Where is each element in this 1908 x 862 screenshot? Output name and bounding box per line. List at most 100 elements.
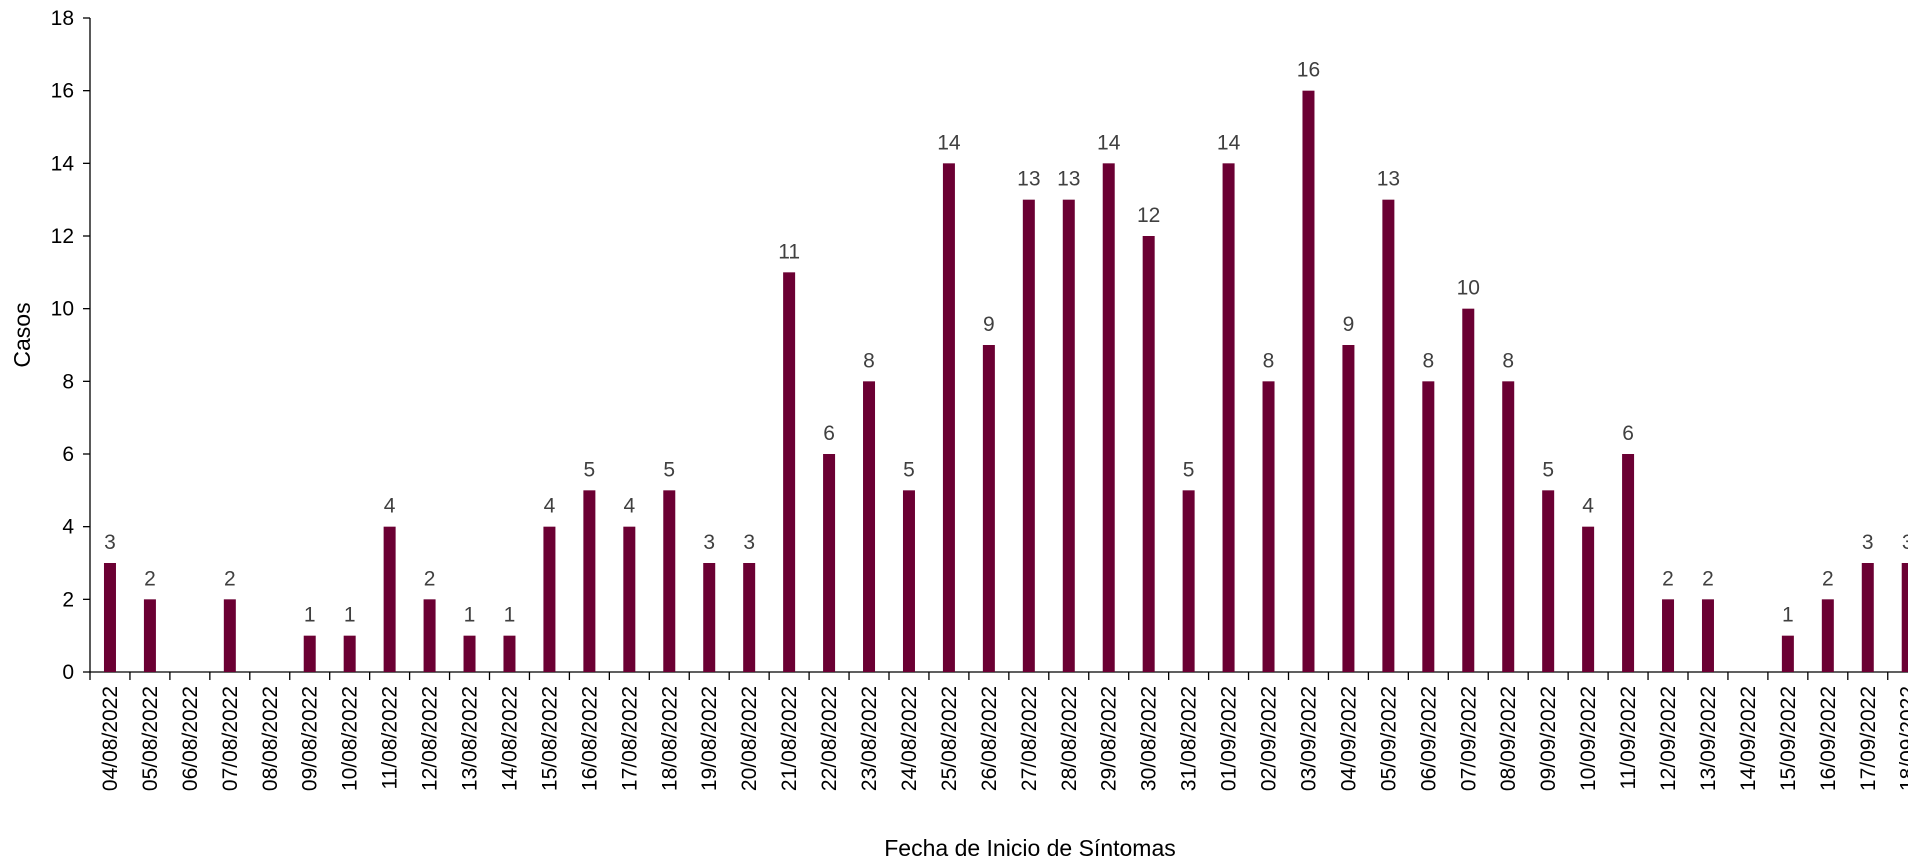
y-tick-label: 14 — [51, 152, 75, 175]
bar-value-label: 14 — [1217, 131, 1241, 154]
bar-value-label: 5 — [903, 458, 915, 481]
x-tick-label: 23/08/2022 — [858, 686, 881, 791]
bar — [1022, 199, 1035, 672]
bar-value-label: 6 — [1622, 422, 1634, 445]
bar-value-label: 1 — [504, 604, 516, 627]
x-tick-label: 04/08/2022 — [99, 686, 122, 791]
bar-value-label: 16 — [1297, 59, 1320, 82]
x-tick-label: 09/08/2022 — [299, 686, 322, 791]
x-tick-label: 06/09/2022 — [1417, 686, 1440, 791]
bar-value-label: 8 — [1422, 349, 1434, 372]
bar — [1542, 490, 1555, 672]
bar — [902, 490, 915, 672]
x-tick-label: 19/08/2022 — [698, 686, 721, 791]
bar-value-label: 3 — [1902, 531, 1908, 554]
bar — [343, 635, 356, 672]
bar-value-label: 3 — [104, 531, 116, 554]
x-tick-label: 06/08/2022 — [179, 686, 202, 791]
bar-value-label: 14 — [937, 131, 961, 154]
bar — [1302, 90, 1315, 672]
x-tick-label: 26/08/2022 — [978, 686, 1001, 791]
bar-value-label: 14 — [1097, 131, 1121, 154]
x-tick-label: 11/08/2022 — [379, 686, 402, 790]
bar-value-label: 6 — [823, 422, 835, 445]
bar — [623, 526, 636, 672]
bar-value-label: 5 — [584, 458, 596, 481]
bar — [383, 526, 396, 672]
x-tick-label: 12/09/2022 — [1657, 686, 1680, 791]
bar-value-label: 9 — [1343, 313, 1355, 336]
bar-value-label: 8 — [863, 349, 875, 372]
bar — [1062, 199, 1075, 672]
bar-value-label: 1 — [464, 604, 476, 627]
bar-value-label: 3 — [1862, 531, 1874, 554]
bar — [1462, 308, 1475, 672]
x-tick-label: 14/08/2022 — [498, 686, 521, 791]
x-tick-label: 01/09/2022 — [1218, 686, 1241, 791]
y-tick-label: 18 — [51, 7, 74, 30]
bar-value-label: 4 — [1582, 495, 1594, 518]
x-tick-label: 22/08/2022 — [818, 686, 841, 791]
x-tick-label: 17/09/2022 — [1857, 686, 1880, 791]
bar — [942, 163, 955, 673]
bar-value-label: 3 — [743, 531, 755, 554]
bar-value-label: 2 — [1662, 567, 1674, 590]
bar — [583, 490, 596, 672]
x-tick-label: 12/08/2022 — [419, 686, 442, 791]
y-tick-label: 8 — [62, 370, 74, 393]
x-tick-label: 05/09/2022 — [1377, 686, 1400, 791]
x-tick-label: 14/09/2022 — [1737, 686, 1760, 791]
y-tick-label: 2 — [62, 588, 74, 611]
bar — [1102, 163, 1115, 673]
bar-value-label: 2 — [144, 567, 156, 590]
bar — [303, 635, 316, 672]
x-tick-label: 10/09/2022 — [1577, 686, 1600, 791]
bar-value-label: 1 — [1782, 604, 1794, 627]
x-tick-label: 25/08/2022 — [938, 686, 961, 791]
x-tick-label: 20/08/2022 — [738, 686, 761, 791]
bar — [1182, 490, 1195, 672]
x-tick-label: 05/08/2022 — [139, 686, 162, 791]
bar-value-label: 2 — [1822, 567, 1834, 590]
y-tick-label: 6 — [62, 443, 74, 466]
x-tick-label: 13/09/2022 — [1697, 686, 1720, 791]
bar — [1622, 454, 1635, 672]
bar-value-label: 1 — [304, 604, 316, 627]
bar-value-label: 4 — [623, 495, 635, 518]
x-tick-label: 27/08/2022 — [1018, 686, 1041, 791]
bar-value-label: 13 — [1017, 168, 1040, 191]
bar-value-label: 2 — [424, 567, 436, 590]
bar — [1222, 163, 1235, 673]
x-tick-label: 11/09/2022 — [1617, 686, 1640, 790]
bar-value-label: 5 — [1183, 458, 1195, 481]
x-tick-label: 04/09/2022 — [1337, 686, 1360, 791]
bar — [982, 345, 995, 672]
bar-value-label: 9 — [983, 313, 995, 336]
bar-value-label: 11 — [778, 240, 800, 263]
bar — [1422, 381, 1435, 672]
x-tick-label: 15/08/2022 — [538, 686, 561, 791]
bar-value-label: 8 — [1263, 349, 1275, 372]
bar — [103, 563, 116, 672]
bar-value-label: 13 — [1057, 168, 1080, 191]
x-tick-label: 08/08/2022 — [259, 686, 282, 791]
bar — [1262, 381, 1275, 672]
x-tick-label: 16/09/2022 — [1817, 686, 1840, 791]
y-tick-label: 16 — [51, 80, 74, 103]
bar-value-label: 4 — [384, 495, 396, 518]
x-tick-label: 30/08/2022 — [1138, 686, 1161, 791]
x-tick-label: 31/08/2022 — [1178, 686, 1201, 791]
y-tick-label: 12 — [51, 225, 74, 248]
bar-value-label: 4 — [544, 495, 556, 518]
bar — [1382, 199, 1395, 672]
bar — [1861, 563, 1874, 672]
bar-value-label: 5 — [1542, 458, 1554, 481]
bar — [863, 381, 876, 672]
x-tick-label: 29/08/2022 — [1098, 686, 1121, 791]
x-tick-label: 24/08/2022 — [898, 686, 921, 791]
x-tick-label: 08/09/2022 — [1497, 686, 1520, 791]
bar-value-label: 1 — [344, 604, 356, 627]
bar — [823, 454, 836, 672]
bar-value-label: 5 — [663, 458, 675, 481]
